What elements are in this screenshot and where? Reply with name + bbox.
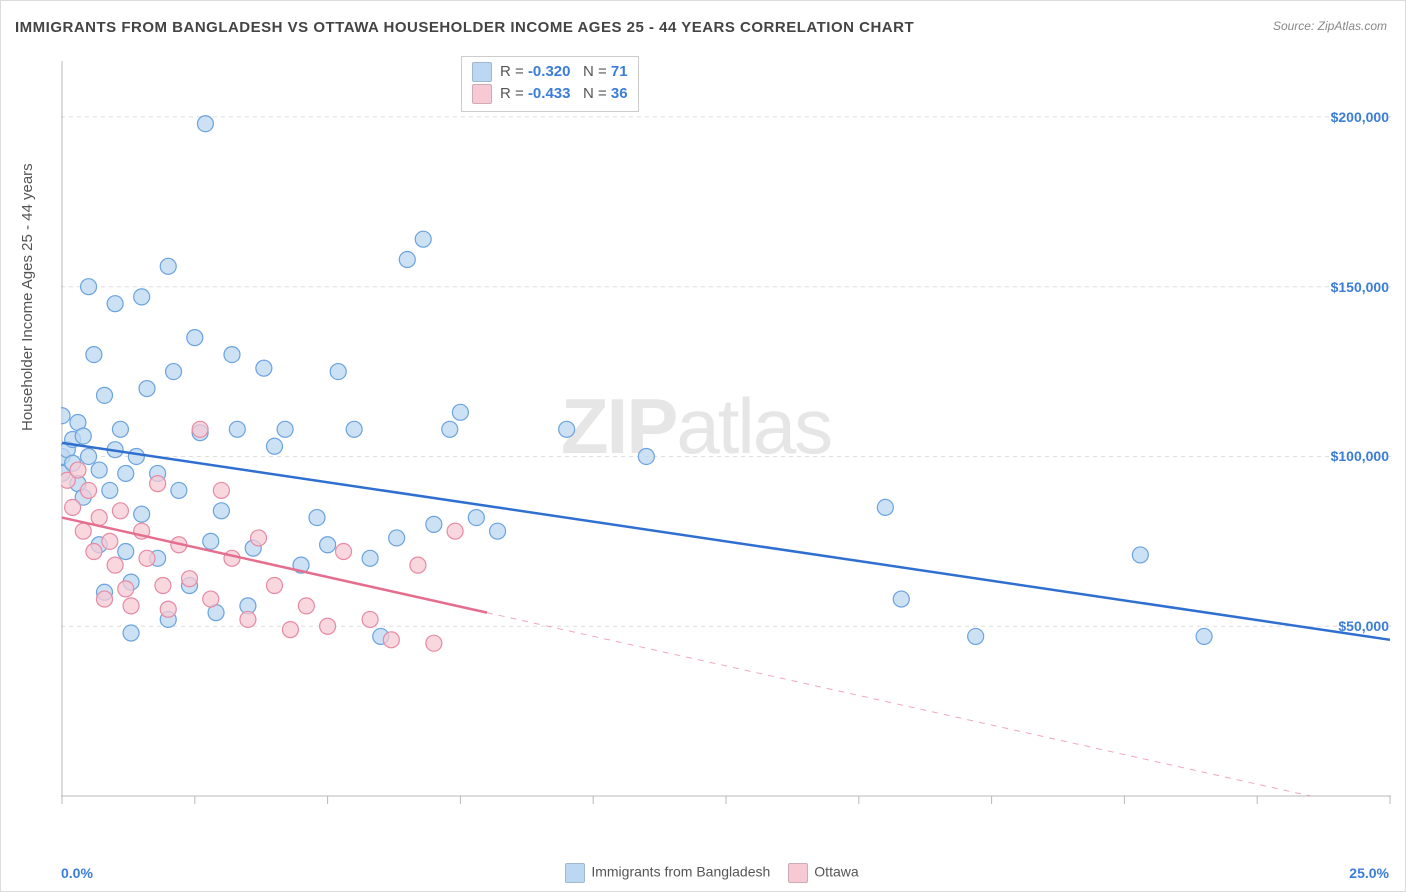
y-tick-label: $200,000	[1331, 109, 1389, 125]
y-tick-label: $100,000	[1331, 448, 1389, 464]
legend-label-bangladesh: Immigrants from Bangladesh	[591, 864, 770, 880]
y-axis-label: Householder Income Ages 25 - 44 years	[19, 163, 36, 431]
source-label: Source: ZipAtlas.com	[1273, 19, 1387, 33]
chart-title: IMMIGRANTS FROM BANGLADESH VS OTTAWA HOU…	[15, 19, 914, 36]
series-legend: Immigrants from Bangladesh Ottawa	[1, 863, 1405, 883]
legend-row-bangladesh: R = -0.320 N = 71	[472, 61, 628, 83]
y-tick-label: $150,000	[1331, 279, 1389, 295]
legend-label-ottawa: Ottawa	[814, 864, 858, 880]
swatch-bangladesh	[565, 863, 585, 883]
scatter-plot	[61, 56, 1391, 826]
y-tick-label: $50,000	[1338, 618, 1389, 634]
chart-card: IMMIGRANTS FROM BANGLADESH VS OTTAWA HOU…	[0, 0, 1406, 892]
legend-row-ottawa: R = -0.433 N = 36	[472, 83, 628, 105]
swatch-ottawa	[788, 863, 808, 883]
stats-legend: R = -0.320 N = 71R = -0.433 N = 36	[461, 56, 639, 112]
